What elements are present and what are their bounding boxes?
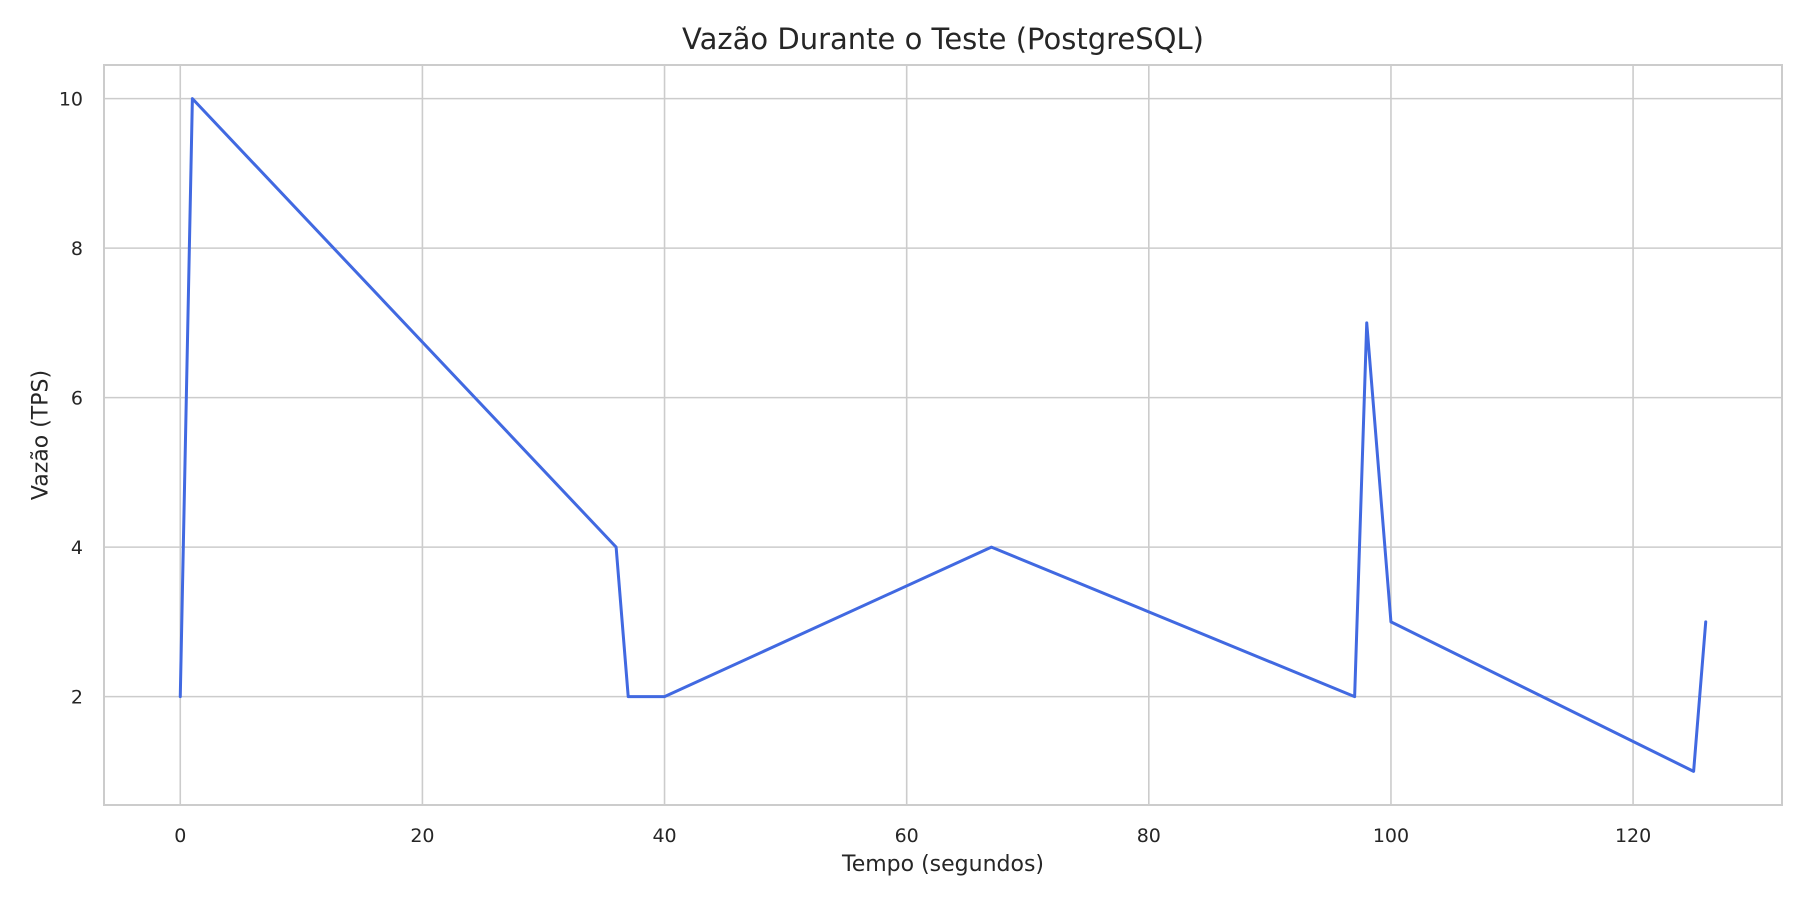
chart-title: Vazão Durante o Teste (PostgreSQL) — [682, 22, 1204, 56]
y-tick-label: 6 — [71, 388, 83, 410]
plot-area-frame — [103, 64, 1783, 806]
y-tick-label: 2 — [71, 687, 83, 709]
x-tick-label: 20 — [410, 825, 434, 847]
x-axis-label: Tempo (segundos) — [841, 852, 1044, 877]
x-tick-label: 80 — [1137, 825, 1161, 847]
x-tick-label: 40 — [652, 825, 676, 847]
y-tick-label: 4 — [71, 537, 83, 559]
x-tick-labels: 0 20 40 60 80 100 120 — [174, 825, 1651, 847]
x-tick-label: 100 — [1373, 825, 1409, 847]
y-axis-label: Vazão (TPS) — [29, 370, 54, 500]
x-tick-label: 60 — [895, 825, 919, 847]
x-grid — [179, 65, 1634, 805]
y-tick-labels: 2 4 6 8 10 — [59, 89, 83, 709]
y-tick-label: 10 — [59, 89, 83, 111]
x-tick-label: 0 — [174, 825, 186, 847]
series-line — [178, 97, 1708, 773]
x-tick-label: 120 — [1615, 825, 1651, 847]
series-layer — [178, 97, 1708, 773]
y-tick-label: 8 — [71, 238, 83, 260]
y-grid — [104, 97, 1782, 698]
